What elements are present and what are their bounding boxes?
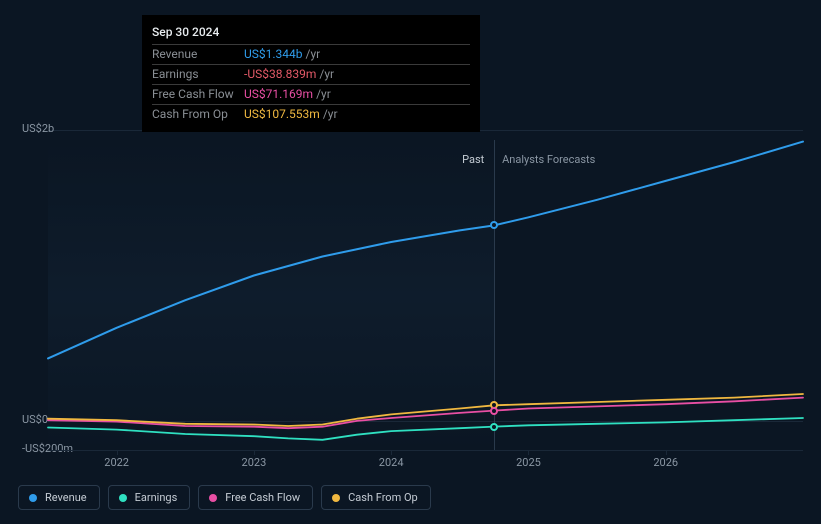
tooltip-metric-value: US$1.344b: [244, 47, 303, 62]
legend-dot-icon: [209, 494, 217, 502]
legend-item[interactable]: Revenue: [18, 485, 100, 510]
tooltip-metric-label: Cash From Op: [152, 107, 244, 122]
legend-item[interactable]: Cash From Op: [321, 485, 431, 510]
tooltip-metric-label: Revenue: [152, 47, 244, 62]
x-axis-label: 2022: [104, 456, 129, 469]
chart-marker: [490, 221, 498, 229]
legend-dot-icon: [332, 494, 340, 502]
chart-container: US$2bUS$0-US$200m PastAnalysts Forecasts…: [18, 130, 803, 450]
tooltip-row: Earnings -US$38.839m /yr: [152, 65, 470, 85]
plot-area[interactable]: [48, 130, 803, 450]
tooltip-unit: /yr: [316, 87, 331, 102]
tooltip-unit: /yr: [323, 107, 338, 122]
legend-dot-icon: [29, 494, 37, 502]
y-axis-label: US$0: [22, 413, 48, 426]
x-axis-label: 2026: [653, 456, 678, 469]
tooltip-metric-value: -US$38.839m: [244, 67, 316, 82]
x-axis-label: 2025: [516, 456, 541, 469]
legend-dot-icon: [119, 494, 127, 502]
tooltip-unit: /yr: [319, 67, 334, 82]
legend-item[interactable]: Free Cash Flow: [198, 485, 313, 510]
tooltip-metric-label: Earnings: [152, 67, 244, 82]
chart-marker: [490, 407, 498, 415]
tooltip-row: Cash From Op US$107.553m /yr: [152, 105, 470, 124]
tooltip-unit: /yr: [306, 47, 321, 62]
chart-tooltip: Sep 30 2024 Revenue US$1.344b /yr Earnin…: [142, 15, 480, 132]
legend-label: Earnings: [135, 491, 178, 504]
legend-label: Revenue: [45, 491, 87, 504]
tooltip-date: Sep 30 2024: [152, 21, 470, 45]
chart-marker: [490, 423, 498, 431]
x-axis-label: 2024: [379, 456, 404, 469]
tooltip-metric-label: Free Cash Flow: [152, 87, 244, 102]
tooltip-row: Revenue US$1.344b /yr: [152, 45, 470, 65]
legend-label: Cash From Op: [348, 491, 418, 504]
legend: Revenue Earnings Free Cash Flow Cash Fro…: [18, 485, 431, 510]
tooltip-row: Free Cash Flow US$71.169m /yr: [152, 85, 470, 105]
tooltip-metric-value: US$107.553m: [244, 107, 320, 122]
legend-item[interactable]: Earnings: [108, 485, 191, 510]
x-axis-label: 2023: [242, 456, 267, 469]
tooltip-metric-value: US$71.169m: [244, 87, 313, 102]
legend-label: Free Cash Flow: [225, 491, 300, 504]
